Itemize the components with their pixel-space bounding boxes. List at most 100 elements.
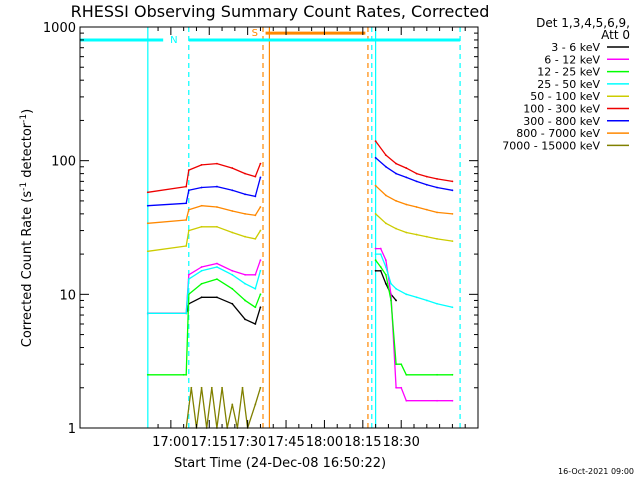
data-point: [254, 176, 256, 178]
data-point: [185, 313, 187, 315]
data-point: [231, 274, 233, 276]
data-point: [260, 206, 262, 208]
data-point: [201, 187, 203, 189]
flag-label-N: N: [170, 35, 177, 46]
data-point: [416, 173, 418, 175]
data-point: [254, 196, 256, 198]
data-point: [436, 238, 438, 240]
data-point: [426, 209, 428, 211]
data-point: [201, 266, 203, 268]
data-point: [254, 214, 256, 216]
legend-label-1: 3 - 6 keV: [551, 41, 600, 54]
data-point: [185, 374, 187, 376]
data-point: [452, 374, 454, 376]
data-point: [436, 374, 438, 376]
data-point: [147, 374, 149, 376]
legend-label-8: 800 - 7000 keV: [516, 127, 600, 140]
footer-timestamp: 16-Oct-2021 09:00: [558, 467, 634, 476]
data-point: [188, 274, 190, 276]
data-point: [416, 296, 418, 298]
data-point: [254, 288, 256, 290]
legend-header-line-2: Att 0: [601, 28, 630, 42]
data-point: [385, 259, 387, 261]
data-point: [216, 206, 218, 208]
x-tick-label: 17:45: [267, 435, 304, 450]
data-point: [395, 173, 397, 175]
data-point: [201, 164, 203, 166]
data-point: [260, 306, 262, 308]
data-point: [395, 163, 397, 165]
data-point: [244, 283, 246, 285]
data-point: [147, 222, 149, 224]
data-point: [231, 404, 233, 406]
data-point: [244, 318, 246, 320]
data-point: [260, 176, 262, 178]
x-axis-label: Start Time (24-Dec-08 16:50:22): [174, 456, 386, 471]
data-point: [380, 248, 382, 250]
legend-label-2: 6 - 12 keV: [544, 53, 600, 66]
y-tick-label: 100: [51, 155, 76, 170]
data-point: [426, 300, 428, 302]
data-point: [375, 253, 377, 255]
data-point: [260, 259, 262, 261]
data-point: [400, 363, 402, 365]
data-point: [254, 238, 256, 240]
y-axis-label-exponent-2: -1: [19, 114, 29, 123]
x-tick-label: 18:30: [382, 435, 419, 450]
data-point: [436, 178, 438, 180]
data-point: [216, 278, 218, 280]
data-point: [395, 288, 397, 290]
data-point: [231, 270, 233, 272]
data-point: [260, 387, 262, 389]
legend-label-7: 300 - 800 keV: [523, 115, 600, 128]
data-point: [216, 226, 218, 228]
data-point: [211, 387, 213, 389]
data-point: [375, 213, 377, 215]
data-point: [385, 194, 387, 196]
data-point: [244, 274, 246, 276]
data-point: [188, 230, 190, 232]
data-point: [452, 400, 454, 402]
chart-title: RHESSI Observing Summary Count Rates, Co…: [71, 2, 490, 21]
data-point: [405, 176, 407, 178]
data-point: [395, 363, 397, 365]
data-point: [405, 167, 407, 169]
data-point: [147, 191, 149, 193]
data-point: [452, 213, 454, 215]
data-point: [244, 173, 246, 175]
data-point: [380, 266, 382, 268]
data-point: [395, 200, 397, 202]
legend-label-9: 7000 - 15000 keV: [502, 139, 600, 152]
data-point: [426, 236, 428, 238]
data-point: [216, 163, 218, 165]
data-point: [231, 167, 233, 169]
y-axis-label-exponent-1: -1: [19, 182, 29, 191]
data-point: [231, 189, 233, 191]
data-point: [452, 180, 454, 182]
data-point: [385, 274, 387, 276]
data-point: [242, 387, 244, 389]
legend-label-4: 25 - 50 keV: [537, 78, 600, 91]
data-point: [436, 303, 438, 305]
data-point: [231, 232, 233, 234]
data-point: [385, 222, 387, 224]
data-point: [190, 387, 192, 389]
data-point: [375, 259, 377, 261]
data-point: [185, 245, 187, 247]
data-point: [452, 306, 454, 308]
data-point: [375, 270, 377, 272]
data-point: [201, 226, 203, 228]
data-point: [395, 228, 397, 230]
data-point: [380, 253, 382, 255]
flag-label-S: S: [252, 28, 258, 39]
y-tick-label: 1000: [43, 21, 76, 36]
y-tick-label: 10: [59, 288, 76, 303]
data-point: [244, 213, 246, 215]
y-axis-label-end: ): [20, 109, 35, 114]
legend-label-3: 12 - 25 keV: [537, 66, 600, 79]
data-point: [254, 306, 256, 308]
y-axis-label-main: Corrected Count Rate (s: [20, 191, 35, 348]
data-point: [260, 163, 262, 165]
data-point: [188, 189, 190, 191]
data-point: [390, 283, 392, 285]
